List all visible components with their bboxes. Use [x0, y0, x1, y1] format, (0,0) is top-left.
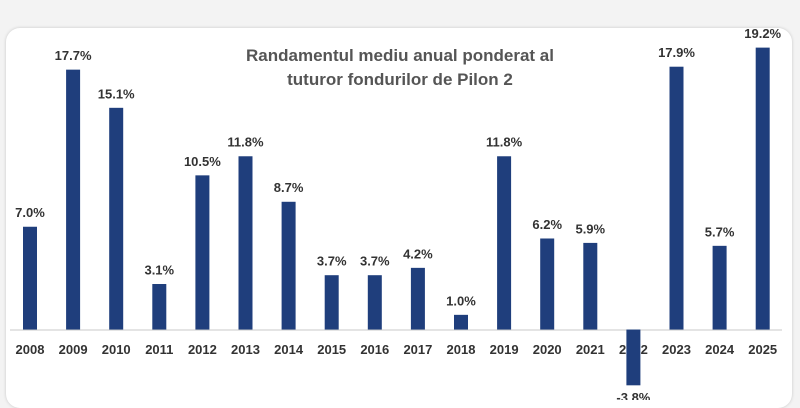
- x-tick-label: 2024: [705, 342, 735, 357]
- data-label: 8.7%: [274, 180, 304, 195]
- data-label: -3.8%: [616, 390, 650, 400]
- x-tick-label: 2008: [16, 342, 45, 357]
- x-tick-label: 2013: [231, 342, 260, 357]
- data-label: 19.2%: [744, 26, 781, 41]
- x-tick-label: 2020: [533, 342, 562, 357]
- bar: [238, 156, 253, 330]
- x-tick-label: 2012: [188, 342, 217, 357]
- x-tick-label: 2025: [748, 342, 777, 357]
- x-tick-label: 2011: [145, 342, 173, 357]
- data-label: 3.7%: [360, 254, 390, 269]
- data-label: 11.8%: [486, 135, 523, 150]
- data-label: 7.0%: [15, 205, 45, 220]
- bar: [540, 238, 555, 330]
- bar: [626, 329, 641, 386]
- data-label: 4.2%: [403, 246, 433, 261]
- data-label: 5.7%: [705, 224, 735, 239]
- chart-title: Randamentul mediu anual ponderat al tutu…: [246, 46, 554, 89]
- x-tick-label: 2019: [490, 342, 519, 357]
- data-label: 17.7%: [55, 48, 92, 63]
- bar: [324, 275, 339, 330]
- x-tick-label: 2018: [447, 342, 476, 357]
- data-label: 6.2%: [532, 217, 562, 232]
- bar: [109, 107, 124, 330]
- bar: [712, 245, 727, 330]
- bar: [66, 69, 81, 330]
- bar: [23, 226, 37, 330]
- data-label: 11.8%: [227, 135, 264, 150]
- x-tick-label: 2009: [59, 342, 88, 357]
- x-tick-label: 2017: [403, 342, 432, 357]
- bar: [497, 156, 512, 330]
- bar: [755, 47, 770, 330]
- x-tick-label: 2023: [662, 342, 691, 357]
- data-label: 3.7%: [317, 254, 347, 269]
- bar: [669, 66, 684, 330]
- bar: [454, 314, 468, 330]
- x-tick-label: 2010: [102, 342, 131, 357]
- data-label: 1.0%: [446, 293, 476, 308]
- bar: [367, 275, 382, 330]
- bar: [583, 242, 598, 330]
- bar: [195, 175, 210, 330]
- data-label: 5.9%: [575, 221, 605, 236]
- x-tick-label: 2021: [576, 342, 605, 357]
- data-label: 3.1%: [144, 262, 174, 277]
- x-tick-label: 2014: [274, 342, 304, 357]
- bar: [281, 201, 296, 330]
- data-label: 10.5%: [184, 154, 221, 169]
- data-label: 15.1%: [98, 86, 135, 101]
- x-tick-label: 2016: [360, 342, 389, 357]
- bar: [410, 267, 425, 330]
- chart-card: [6, 28, 792, 408]
- x-tick-label: 2015: [317, 342, 346, 357]
- data-label: 17.9%: [658, 45, 695, 60]
- bar: [152, 284, 167, 330]
